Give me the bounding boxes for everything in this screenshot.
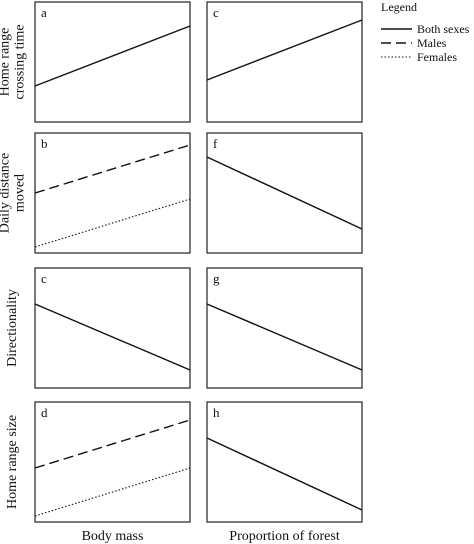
- series-line-solid: [206, 303, 363, 371]
- panel-letter: d: [41, 405, 48, 420]
- series-line-dashed: [34, 144, 191, 194]
- row-label: Home range size: [5, 415, 20, 509]
- legend-entry: Males: [417, 36, 447, 50]
- panel-letter: c: [41, 271, 47, 286]
- panel-g-r2c1: g: [206, 267, 363, 389]
- series-line-dotted: [34, 467, 191, 517]
- panels: a c b f c g d h: [34, 1, 363, 523]
- column-label: Proportion of forest: [229, 529, 340, 544]
- panel-c-r2c0: c: [34, 267, 191, 389]
- panel-frame: [34, 401, 191, 523]
- panel-h-r3c1: h: [206, 401, 363, 523]
- panel-frame: [206, 267, 363, 389]
- row-labels: Home range crossing time Daily distance mov…: [0, 24, 28, 509]
- panel-f-r1c1: f: [206, 132, 363, 254]
- row-label: crossing time: [13, 24, 28, 99]
- panel-a-r0c0: a: [34, 1, 191, 123]
- legend-entry: Females: [417, 50, 457, 64]
- series-line-solid: [206, 437, 363, 511]
- row-label: Home range: [0, 28, 13, 97]
- series-line-solid: [206, 19, 363, 81]
- panel-c-r0c1: c: [206, 1, 363, 123]
- row-label: moved: [13, 174, 28, 212]
- panel-letter: g: [213, 271, 220, 286]
- panel-frame: [34, 267, 191, 389]
- series-line-solid: [34, 303, 191, 371]
- panel-letter: b: [41, 136, 48, 151]
- series-line-solid: [206, 156, 363, 230]
- legend-entry: Both sexes: [417, 22, 470, 36]
- row-label: Directionality: [5, 289, 20, 367]
- panel-letter: h: [213, 405, 220, 420]
- panel-d-r3c0: d: [34, 401, 191, 523]
- series-line-dashed: [34, 419, 191, 469]
- column-label: Body mass: [82, 529, 144, 544]
- panel-letter: a: [41, 5, 47, 20]
- panel-letter: c: [213, 5, 219, 20]
- legend-title: Legend: [381, 0, 417, 14]
- series-line-solid: [34, 25, 191, 87]
- column-labels: Body mass Proportion of forest: [82, 529, 340, 544]
- panel-frame: [206, 401, 363, 523]
- panel-frame: [34, 1, 191, 123]
- row-label: Daily distance: [0, 153, 13, 233]
- panel-b-r1c0: b: [34, 132, 191, 254]
- panel-frame: [34, 132, 191, 254]
- panel-frame: [206, 132, 363, 254]
- series-line-dotted: [34, 198, 191, 248]
- panel-letter: f: [213, 136, 218, 151]
- panel-frame: [206, 1, 363, 123]
